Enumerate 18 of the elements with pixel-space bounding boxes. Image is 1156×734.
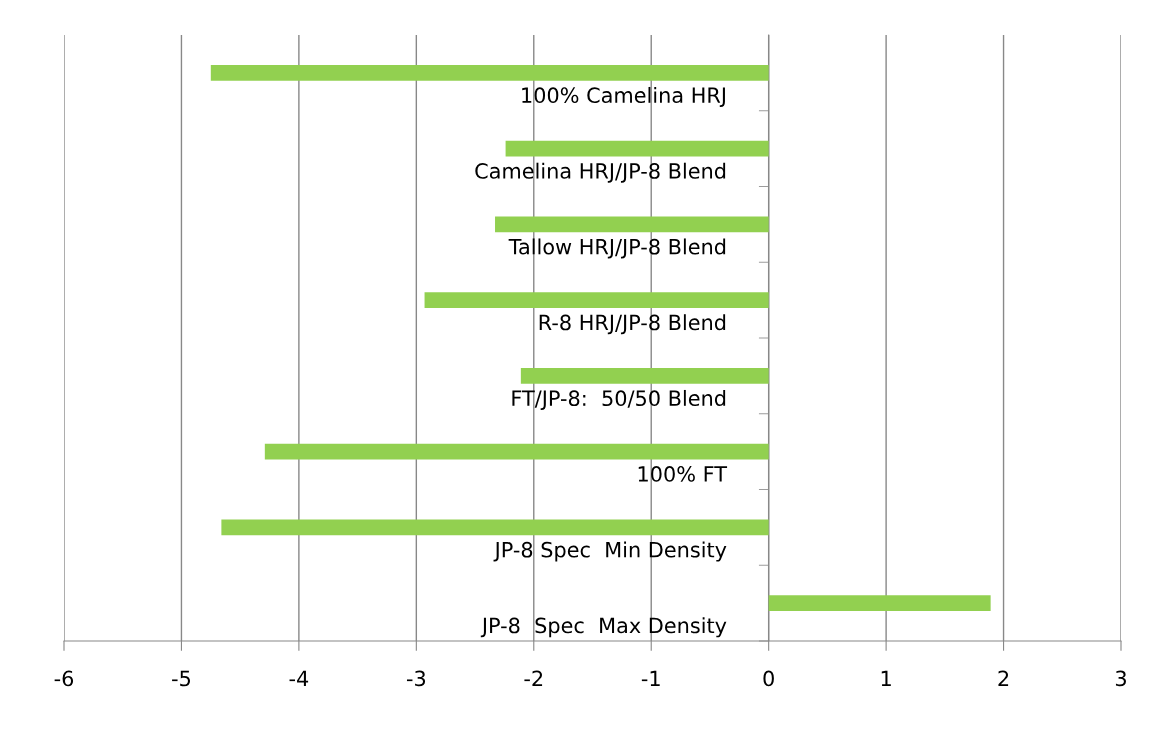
x-tick-label: -4 xyxy=(289,670,309,686)
x-tick-label: -2 xyxy=(524,670,543,686)
x-tick-label: 1 xyxy=(881,670,891,686)
y-tick-label: Camelina HRJ/JP-8 Blend xyxy=(475,162,726,183)
y-tick-label: 100% FT xyxy=(638,466,728,482)
y-tick-label: FT/JP-8: 50/50 Blend xyxy=(512,389,726,410)
x-tick-label: -6 xyxy=(54,670,74,687)
x-tick-label: 3 xyxy=(1115,670,1126,687)
x-tick-label: -5 xyxy=(172,670,191,687)
y-tick-label: 100% Camelina HRJ xyxy=(522,86,725,107)
y-tick-label: JP-8 Spec Max Density xyxy=(480,617,727,638)
y-tick-label: JP-8 Spec Min Density xyxy=(493,541,727,562)
y-tick-label: R-8 HRJ/JP-8 Blend xyxy=(539,314,726,335)
x-tick-label: -1 xyxy=(641,670,660,686)
x-tick-label: -3 xyxy=(406,670,426,687)
y-tick-label: Tallow HRJ/JP-8 Blend xyxy=(508,238,726,259)
x-tick-label: 2 xyxy=(998,670,1009,686)
x-tick-label: 0 xyxy=(763,670,774,687)
